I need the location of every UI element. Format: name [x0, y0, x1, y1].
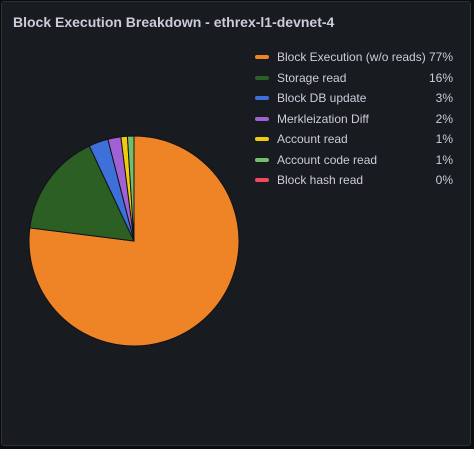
legend-swatch [255, 75, 269, 80]
legend-value: 16% [428, 70, 453, 85]
pie-slice-5[interactable] [126, 135, 135, 242]
legend-swatch [255, 157, 269, 162]
panel-title[interactable]: Block Execution Breakdown - ethrex-l1-de… [13, 14, 335, 30]
chart-legend: Block Execution (w/o reads) 77% Storage re… [255, 50, 460, 194]
legend-swatch [255, 178, 269, 182]
legend-item[interactable]: Block Execution (w/o reads) 77% [255, 50, 460, 71]
legend-label: Storage read [277, 70, 347, 85]
legend-label: Account read [277, 132, 348, 146]
legend-value: 2% [435, 111, 453, 126]
pie-slice-1[interactable] [29, 145, 135, 242]
legend-label: Block DB update [277, 91, 367, 105]
legend-value: 0% [435, 173, 453, 187]
legend-label: Block hash read [277, 173, 364, 187]
legend-swatch [255, 55, 269, 59]
legend-label: Account code read [277, 152, 378, 167]
legend-swatch [255, 116, 269, 121]
legend-item[interactable]: Merkleization Diff 2% [255, 112, 460, 133]
legend-item[interactable]: Block hash read 0% [255, 173, 460, 194]
legend-value: 3% [435, 91, 453, 105]
legend-value: 1% [435, 152, 453, 167]
legend-value: 77% [428, 50, 453, 64]
legend-label: Block Execution (w/o reads) [277, 50, 426, 64]
legend-swatch [255, 96, 269, 100]
legend-item[interactable]: Storage read 16% [255, 71, 460, 92]
legend-label: Merkleization Diff [277, 111, 369, 126]
legend-item[interactable]: Account read 1% [255, 132, 460, 153]
legend-swatch [255, 137, 269, 141]
legend-item[interactable]: Account code read 1% [255, 153, 460, 174]
legend-value: 1% [435, 132, 453, 146]
legend-item[interactable]: Block DB update 3% [255, 91, 460, 112]
